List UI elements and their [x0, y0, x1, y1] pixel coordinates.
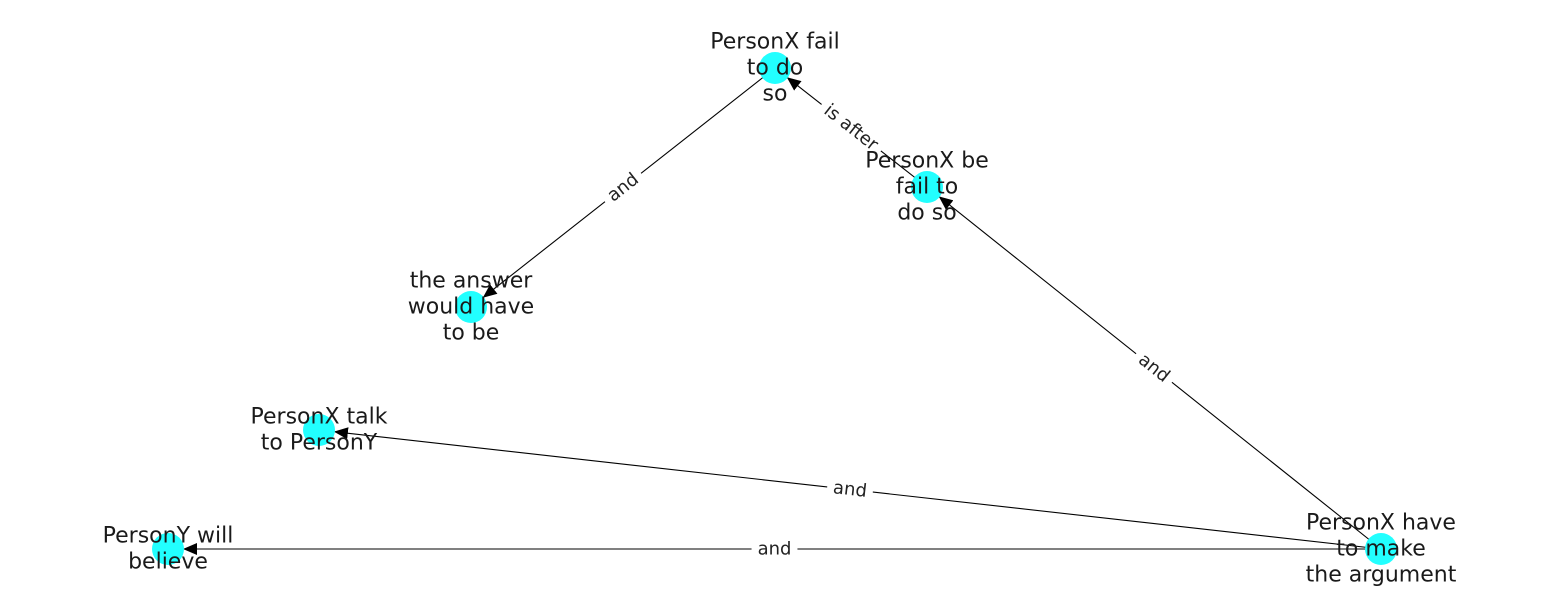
node-label-line: PersonY will	[103, 524, 234, 549]
edge-label-background	[825, 475, 875, 504]
node-label-line: the argument	[1306, 563, 1457, 588]
edge-label-background	[1128, 344, 1180, 392]
node-answer-would-have-to-be	[455, 291, 487, 323]
edge-label-background	[814, 95, 888, 160]
node-label-line: would have	[408, 295, 534, 320]
edge-label-background	[597, 164, 649, 211]
edge-label-text: is after	[820, 100, 883, 156]
node-label-answer-would-have-to-be: the answer would have to be	[408, 269, 534, 346]
node-label-line: PersonX fail	[710, 30, 839, 55]
node-label-line: PersonX have	[1306, 511, 1456, 536]
node-label-be-fail-to-do-so: PersonX be fail to do so	[865, 149, 989, 226]
node-label-line: PersonX talk	[251, 405, 388, 430]
node-persony-will-believe	[152, 533, 184, 565]
node-label-line: to be	[443, 321, 500, 346]
node-label-line: to PersonY	[261, 431, 378, 456]
edges-layer	[183, 67, 1382, 555]
node-label-line: so	[763, 82, 788, 107]
edge-label-text: and	[758, 539, 792, 560]
node-label-line: PersonX be	[865, 149, 989, 174]
node-label-persony-will-believe: PersonY will believe	[103, 524, 234, 575]
node-fail-to-do-so	[759, 52, 791, 84]
node-be-fail-to-do-so	[911, 171, 943, 203]
node-label-line: do so	[897, 201, 956, 226]
edge-label-text: and	[832, 477, 868, 502]
node-labels-layer: PersonX fail to do so PersonX be fail to do s…	[103, 30, 1457, 588]
node-label-line: to do	[747, 56, 804, 81]
node-label-have-to-make-argument: PersonX have to make the argument	[1306, 511, 1457, 588]
edge-label-e4: and	[825, 475, 875, 504]
edge-label-background	[751, 537, 798, 561]
node-have-to-make-argument	[1365, 533, 1397, 565]
edge-label-e3: and	[1128, 344, 1180, 392]
edge-label-e1: and	[597, 164, 649, 211]
node-talk-to-persony	[303, 414, 335, 446]
node-label-line: fail to	[896, 175, 959, 200]
node-label-fail-to-do-so: PersonX fail to do so	[710, 30, 839, 107]
nodes-layer	[152, 52, 1397, 565]
node-label-line: the answer	[410, 269, 534, 294]
node-label-line: to make	[1336, 537, 1425, 562]
node-label-talk-to-persony: PersonX talk to PersonY	[251, 405, 388, 456]
node-label-line: believe	[128, 550, 208, 575]
edge-label-e5: and	[751, 537, 798, 561]
